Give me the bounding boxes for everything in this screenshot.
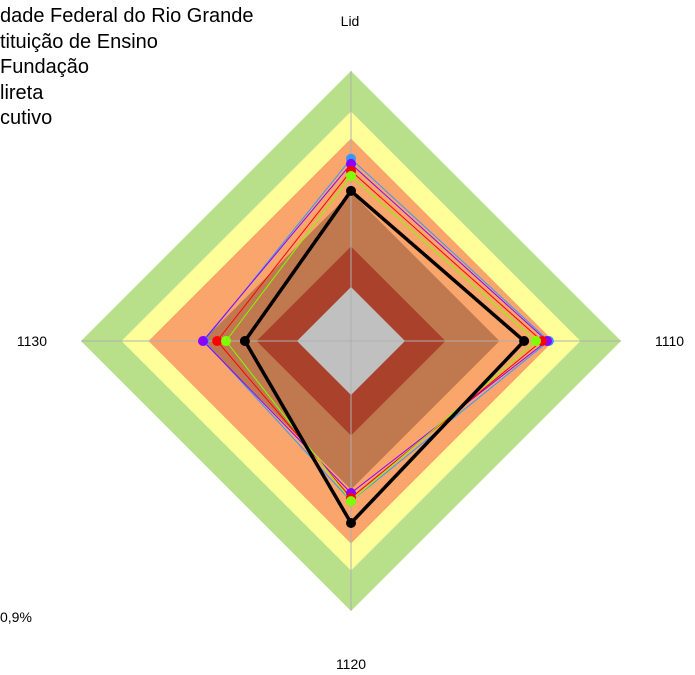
series-layer bbox=[198, 153, 554, 528]
legend-entry-3: Fundação bbox=[0, 56, 89, 78]
legend-entry-4: lireta bbox=[0, 81, 44, 104]
legend-entry-1: dade Federal do Rio Grande bbox=[0, 5, 254, 27]
axis-label-1130: 1130 bbox=[17, 333, 47, 349]
legend: dade Federal do Rio Grande tituição de E… bbox=[0, 4, 254, 132]
series-4-point-0 bbox=[346, 185, 356, 196]
series-1-point-0 bbox=[346, 158, 356, 169]
series-4-point-2 bbox=[346, 518, 356, 528]
series-3-point-2 bbox=[346, 496, 356, 507]
axis-label-lid: Lid bbox=[341, 13, 360, 29]
series-3-point-1 bbox=[531, 336, 541, 346]
labels-layer: Lid 1110 1120 1130 bbox=[17, 13, 684, 672]
legend-entry-5: cutivo bbox=[0, 107, 53, 129]
series-3-point-3 bbox=[221, 336, 231, 346]
series-3-point-0 bbox=[346, 171, 356, 181]
axis-label-1120: 1120 bbox=[336, 656, 366, 672]
series-1-point-3 bbox=[198, 336, 208, 346]
legend-entry-2: tituição de Ensino bbox=[0, 30, 158, 53]
series-4-point-3 bbox=[239, 336, 250, 346]
series-2-point-3 bbox=[212, 336, 223, 346]
series-4-point-1 bbox=[519, 336, 530, 346]
left-fragment-label: 0,9% bbox=[0, 609, 32, 625]
axis-label-1110: 1110 bbox=[655, 333, 684, 349]
